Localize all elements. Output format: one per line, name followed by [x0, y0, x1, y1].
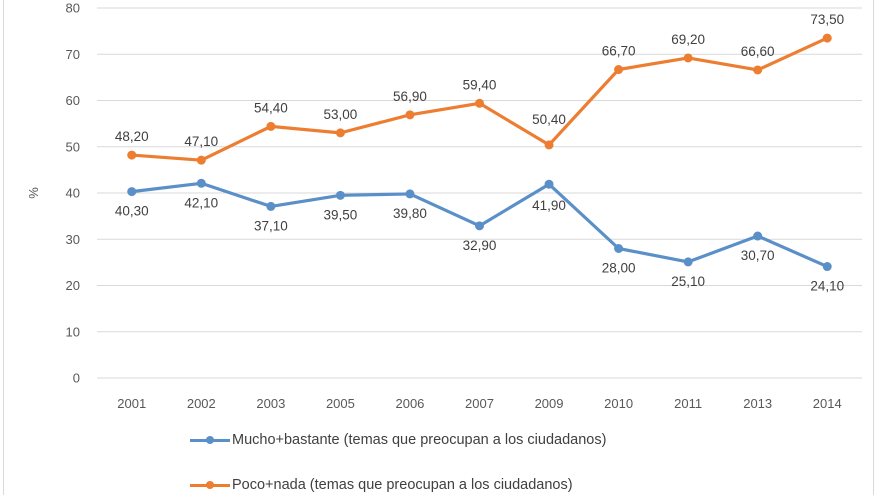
data-point [196, 155, 206, 165]
legend-label: Mucho+bastante (temas que preocupan a lo… [232, 432, 607, 448]
data-label: 39,50 [324, 207, 358, 222]
y-axis-ticks: 0 10 20 30 40 50 60 70 80 [66, 1, 80, 386]
data-label: 25,10 [671, 274, 705, 289]
data-point [127, 187, 137, 197]
data-label: 50,40 [532, 112, 566, 127]
data-point [544, 179, 554, 189]
x-tick-label: 2002 [187, 396, 216, 411]
x-tick-label: 2013 [743, 396, 772, 411]
data-label: 73,50 [810, 12, 844, 27]
y-tick-label: 0 [73, 371, 80, 386]
data-label: 66,60 [741, 44, 775, 59]
x-tick-label: 2014 [813, 396, 842, 411]
x-tick-label: 2001 [117, 396, 146, 411]
x-tick-label: 2006 [395, 396, 424, 411]
data-label: 28,00 [602, 261, 636, 276]
gridlines [97, 7, 862, 379]
data-point [335, 190, 345, 200]
legend-swatch-orange-line-icon [190, 479, 230, 491]
data-label: 59,40 [463, 77, 497, 92]
y-axis-title: % [26, 187, 41, 199]
x-tick-label: 2011 [674, 396, 702, 411]
data-point [335, 128, 345, 138]
data-label: 53,00 [324, 107, 358, 122]
data-label: 48,20 [115, 129, 149, 144]
y-tick-label: 70 [66, 47, 80, 62]
data-point [683, 53, 693, 63]
data-point [753, 231, 763, 241]
data-point [405, 110, 415, 120]
legend-item-mucho-bastante: Mucho+bastante (temas que preocupan a lo… [190, 432, 606, 448]
data-point [822, 33, 832, 43]
data-label: 54,40 [254, 100, 288, 115]
data-label: 24,10 [810, 279, 844, 294]
data-point [475, 221, 484, 231]
data-point [614, 65, 624, 75]
data-label: 39,80 [393, 206, 427, 221]
x-axis-ticks: 2001 2002 2003 2005 2006 2007 2009 2010 2011 2013… [117, 396, 841, 411]
data-label: 37,10 [254, 218, 288, 233]
chart-frame-right-border [873, 0, 874, 495]
data-label: 47,10 [184, 134, 218, 149]
data-label: 40,30 [115, 204, 149, 219]
legend-swatch-blue-line-icon [190, 434, 230, 446]
data-point [822, 262, 832, 272]
data-labels: 40,30 42,10 37,10 39,50 39,80 32,90 41,90 28,00… [115, 12, 844, 293]
data-point [753, 65, 763, 75]
data-point [475, 98, 484, 108]
data-label: 30,70 [741, 248, 775, 263]
data-point [683, 257, 693, 267]
chart-frame-left-border [3, 0, 4, 495]
y-tick-label: 80 [66, 1, 80, 16]
x-tick-label: 2003 [256, 396, 285, 411]
x-tick-label: 2010 [604, 396, 633, 411]
x-tick-label: 2007 [465, 396, 494, 411]
data-point [614, 244, 624, 253]
data-point [266, 201, 276, 211]
data-label: 69,20 [671, 32, 705, 47]
y-tick-label: 40 [66, 186, 80, 201]
data-label: 41,90 [532, 198, 566, 213]
data-point [405, 189, 415, 199]
data-point [196, 178, 206, 188]
series-lines [127, 33, 832, 272]
y-tick-label: 10 [66, 324, 80, 339]
x-tick-label: 2005 [326, 396, 355, 411]
y-tick-label: 30 [66, 232, 80, 247]
x-tick-label: 2009 [535, 396, 564, 411]
legend-item-poco-nada: Poco+nada (temas que preocupan a los ciu… [190, 477, 573, 493]
data-label: 56,90 [393, 89, 427, 104]
y-tick-label: 50 [66, 139, 80, 154]
data-point [266, 121, 276, 131]
data-label: 32,90 [463, 238, 497, 253]
data-label: 66,70 [602, 44, 636, 59]
y-tick-label: 20 [66, 278, 80, 293]
legend-label: Poco+nada (temas que preocupan a los ciu… [232, 477, 573, 493]
y-tick-label: 60 [66, 93, 80, 108]
data-point [544, 140, 554, 150]
data-label: 42,10 [184, 195, 218, 210]
data-point [127, 150, 137, 160]
